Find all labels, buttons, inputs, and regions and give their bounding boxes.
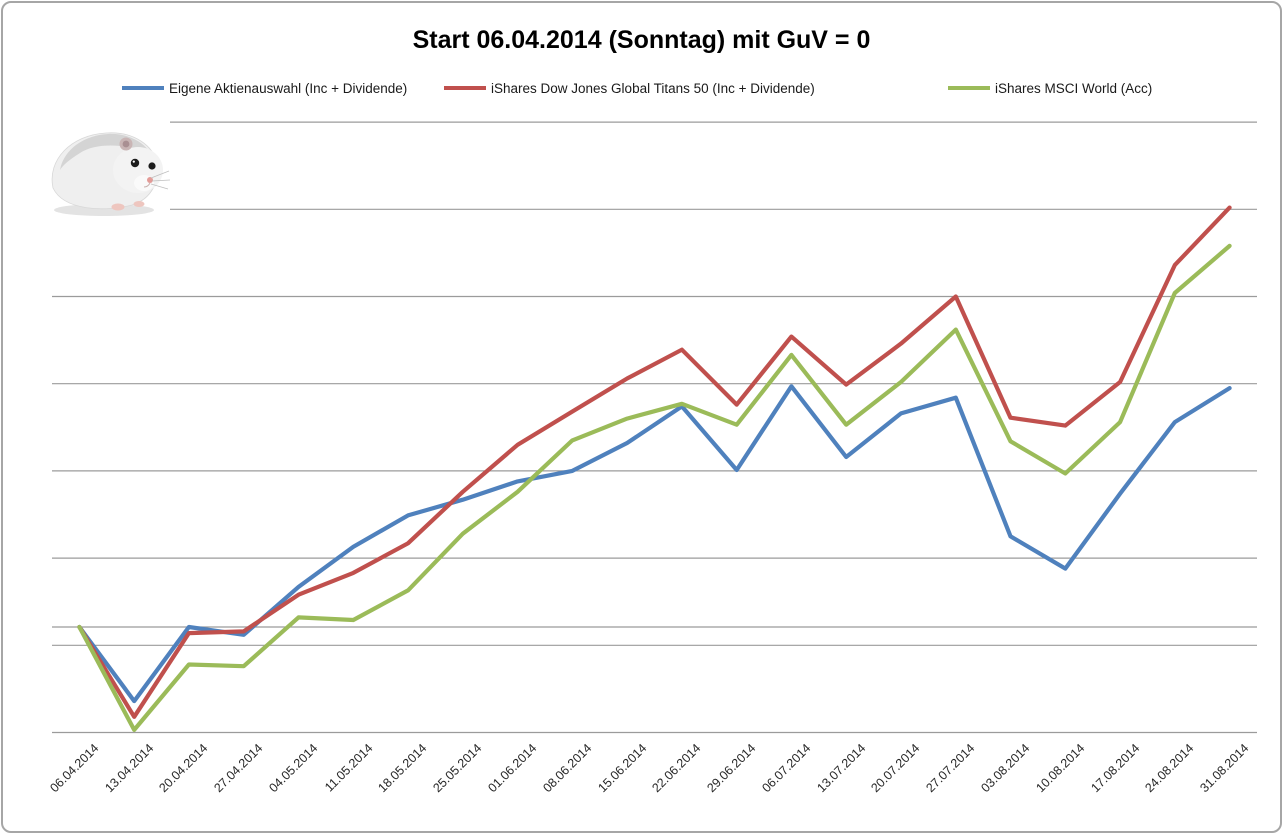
legend-item-eigene-aktienauswahl[interactable]: Eigene Aktienauswahl (Inc + Dividende) <box>122 79 407 97</box>
legend-item-ishares-dow-jones[interactable]: iShares Dow Jones Global Titans 50 (Inc … <box>444 79 815 97</box>
series-line-2[interactable] <box>77 243 1232 733</box>
series-line-1[interactable] <box>77 205 1232 719</box>
series-swatch-blue <box>122 86 164 90</box>
hamster-image <box>38 118 170 218</box>
legend-label: iShares MSCI World (Acc) <box>995 80 1153 96</box>
legend-label: iShares Dow Jones Global Titans 50 (Inc … <box>491 80 815 96</box>
legend: Eigene Aktienauswahl (Inc + Dividende) i… <box>0 79 1283 99</box>
legend-label: Eigene Aktienauswahl (Inc + Dividende) <box>169 80 408 96</box>
chart-title: Start 06.04.2014 (Sonntag) mit GuV = 0 <box>412 26 871 54</box>
legend-item-ishares-msci-world[interactable]: iShares MSCI World (Acc) <box>948 79 1152 97</box>
series-swatch-red <box>444 86 486 90</box>
series-swatch-green <box>948 86 990 90</box>
series-line-0[interactable] <box>77 384 1232 704</box>
